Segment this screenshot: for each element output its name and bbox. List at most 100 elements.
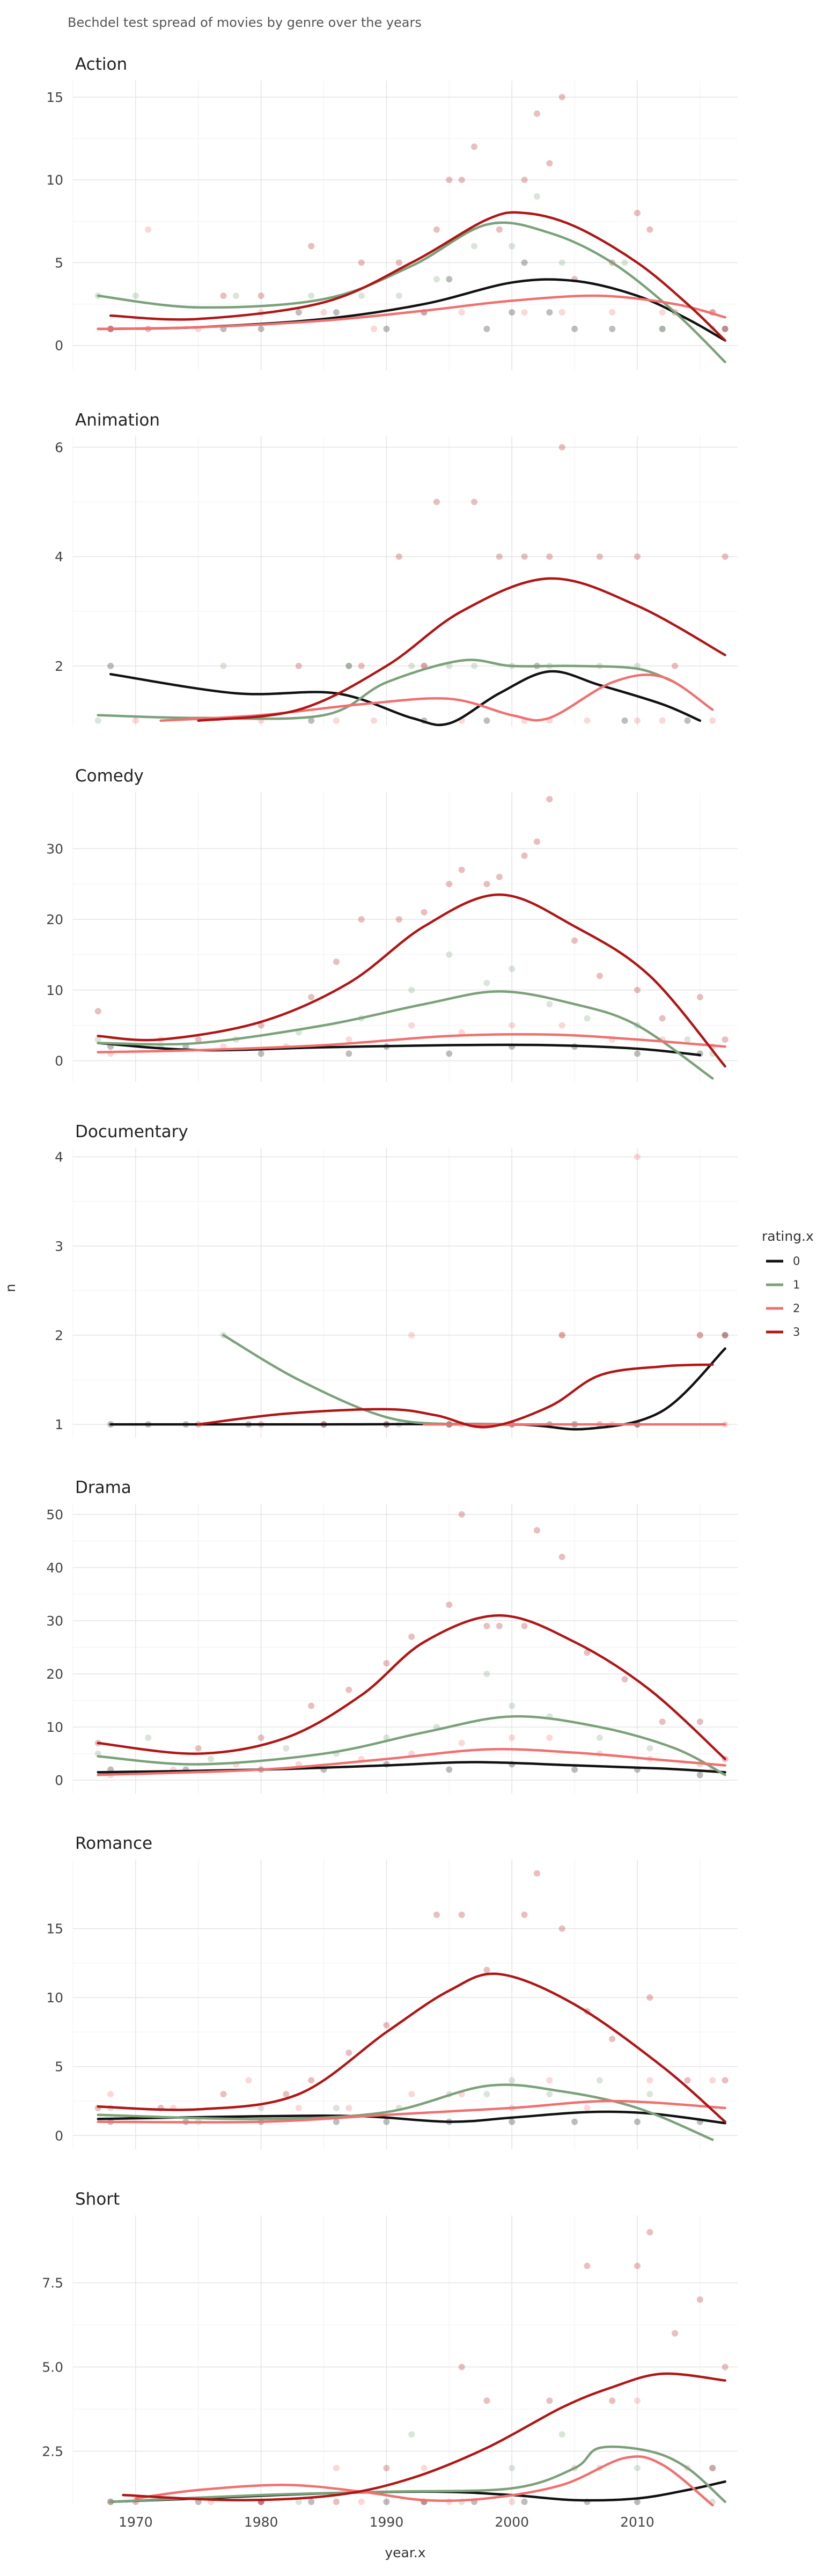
data-point-rating-1 (509, 1702, 516, 1709)
y-tick-label: 15 (46, 90, 63, 105)
data-point-rating-3 (659, 1015, 666, 1022)
data-point-rating-3 (521, 177, 528, 184)
data-point-rating-2 (696, 1331, 703, 1338)
data-point-rating-3 (722, 2363, 729, 2370)
trend-line-rating-3 (97, 893, 726, 1068)
data-point-rating-0 (571, 325, 578, 332)
y-tick-label: 2.5 (42, 2444, 63, 2460)
data-point-rating-2 (546, 2077, 553, 2084)
data-point-rating-2 (345, 1036, 352, 1043)
y-tick-label: 2 (55, 1328, 63, 1343)
data-point-rating-2 (546, 1734, 553, 1741)
data-point-rating-2 (558, 1331, 565, 1338)
y-tick-label: 40 (46, 1560, 63, 1576)
trend-line-rating-3 (109, 211, 726, 342)
data-point-rating-0 (571, 2118, 578, 2125)
data-point-rating-2 (345, 2104, 352, 2111)
data-point-rating-2 (558, 1022, 565, 1029)
chart-title: Bechdel test spread of movies by genre o… (68, 15, 422, 30)
data-point-rating-1 (145, 1734, 152, 1741)
data-point-rating-3 (345, 2050, 352, 2056)
data-point-rating-2 (609, 309, 616, 316)
data-point-rating-0 (621, 717, 628, 724)
trend-line-rating-2 (97, 1748, 726, 1776)
data-point-rating-1 (509, 2077, 516, 2084)
data-point-rating-1 (646, 2091, 653, 2098)
data-point-rating-3 (672, 662, 679, 669)
data-point-rating-2 (408, 2091, 415, 2098)
data-point-rating-1 (283, 1745, 290, 1752)
data-point-rating-3 (533, 838, 540, 845)
trend-line-rating-2 (97, 2099, 726, 2124)
data-point-rating-3 (546, 2397, 553, 2404)
data-point-rating-3 (345, 1686, 352, 1693)
trend-line-rating-0 (97, 2110, 726, 2125)
data-point-rating-3 (496, 226, 503, 233)
data-point-rating-2 (107, 2091, 114, 2098)
data-point-rating-3 (446, 177, 453, 184)
data-point-rating-0 (722, 325, 729, 332)
data-point-rating-2 (408, 1022, 415, 1029)
data-point-rating-3 (722, 1331, 729, 1338)
data-point-rating-3 (483, 2397, 490, 2404)
legend-label: 3 (793, 1326, 800, 1338)
data-point-rating-3 (659, 1718, 666, 1725)
x-tick-label: 2000 (495, 2514, 529, 2530)
data-point-rating-1 (232, 292, 239, 299)
trend-line-rating-3 (197, 1363, 714, 1429)
data-point-rating-1 (684, 1036, 691, 1043)
data-point-rating-2 (584, 2104, 591, 2111)
data-point-rating-1 (433, 276, 440, 283)
data-point-rating-3 (258, 1734, 264, 1741)
data-point-rating-3 (696, 2296, 703, 2303)
data-point-rating-0 (521, 2498, 528, 2505)
data-point-rating-1 (132, 292, 139, 299)
data-point-rating-3 (395, 553, 402, 560)
data-point-rating-3 (333, 958, 340, 965)
data-point-rating-3 (722, 2077, 729, 2084)
data-point-rating-0 (509, 309, 516, 316)
y-tick-label: 4 (55, 549, 63, 565)
data-point-rating-2 (371, 717, 378, 724)
data-point-rating-3 (496, 553, 503, 560)
data-point-rating-0 (696, 1772, 703, 1779)
data-point-rating-1 (596, 1734, 603, 1741)
data-point-rating-0 (634, 2118, 641, 2125)
data-point-rating-0 (345, 1050, 352, 1057)
data-point-rating-1 (446, 662, 453, 669)
data-point-rating-2 (333, 2464, 340, 2471)
trend-line-rating-3 (197, 577, 726, 722)
data-point-rating-0 (383, 325, 390, 332)
data-point-rating-2 (509, 1734, 516, 1741)
data-point-rating-3 (634, 2263, 641, 2270)
data-point-rating-1 (408, 986, 415, 993)
data-point-rating-3 (521, 852, 528, 859)
data-point-rating-0 (634, 1050, 641, 1057)
data-point-rating-1 (646, 1745, 653, 1752)
data-point-rating-3 (584, 2263, 591, 2270)
data-point-rating-2 (458, 1739, 465, 1746)
data-point-rating-1 (621, 259, 628, 266)
data-point-rating-1 (584, 1015, 591, 1022)
data-point-rating-1 (308, 292, 315, 299)
data-point-rating-2 (371, 325, 378, 332)
legend-label: 1 (793, 1278, 800, 1291)
data-point-rating-2 (659, 309, 666, 316)
x-axis-title: year.x (385, 2545, 425, 2560)
y-tick-label: 1 (55, 1417, 63, 1432)
data-point-rating-3 (433, 499, 440, 506)
data-point-rating-1 (446, 951, 453, 958)
data-point-rating-3 (596, 553, 603, 560)
y-tick-label: 0 (55, 1773, 63, 1788)
data-point-rating-1 (483, 979, 490, 986)
data-point-rating-3 (220, 292, 227, 299)
y-tick-label: 0 (55, 338, 63, 354)
data-point-rating-2 (558, 309, 565, 316)
data-point-rating-0 (571, 1766, 578, 1773)
trend-line-rating-3 (97, 1972, 726, 2123)
data-point-rating-2 (458, 1029, 465, 1036)
data-point-rating-3 (722, 325, 729, 332)
data-point-rating-3 (471, 143, 478, 150)
data-point-rating-2 (709, 2077, 716, 2084)
data-point-rating-1 (596, 2077, 603, 2084)
